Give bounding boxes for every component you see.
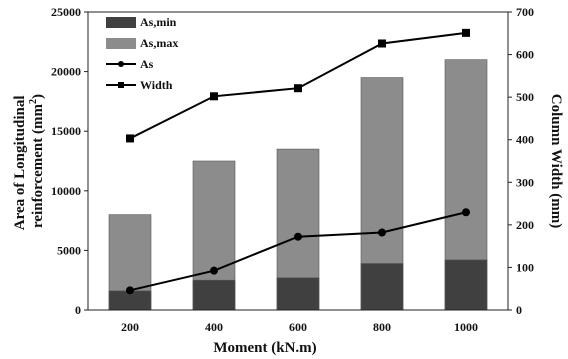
x-axis-title: Moment (kN.m): [213, 340, 316, 356]
point-width-1000: [462, 28, 470, 37]
right-tick-400: 400: [516, 133, 534, 147]
right-axis-title: Column Width (mm): [548, 94, 564, 228]
legend-label-as-min: As,min: [140, 15, 177, 29]
axes: [87, 11, 509, 311]
left-tick-15000: 15000: [51, 124, 81, 138]
point-as-600: [294, 232, 302, 241]
left-axis-title-superscript: 2: [28, 99, 39, 104]
point-as-200: [126, 286, 134, 295]
legend-marker-width: [118, 82, 124, 88]
left-axis-title-line1: Area of Longitudinal: [12, 96, 28, 231]
right-tick-labels: 0 100 200 300 400 500 600 700: [508, 5, 534, 317]
bar-layer: [108, 59, 488, 311]
legend-label-as-max: As,max: [140, 36, 178, 50]
point-width-400: [210, 92, 218, 101]
left-tick-labels: 0 5000 10000 15000 20000 25000: [51, 5, 88, 317]
right-tick-600: 600: [516, 48, 534, 62]
left-tick-10000: 10000: [51, 184, 81, 198]
right-tick-100: 100: [516, 260, 534, 274]
x-tick-1000: 1000: [454, 320, 478, 334]
point-width-600: [294, 84, 302, 93]
legend-marker-as: [118, 61, 124, 67]
right-tick-0: 0: [516, 303, 522, 317]
bar-as-min-400: [192, 279, 236, 311]
legend-swatch-as-max: [106, 38, 136, 49]
bar-as-min-800: [360, 263, 404, 311]
x-tick-labels: 200 400 600 800 1000: [121, 320, 478, 334]
bar-as-min-600: [276, 277, 320, 311]
legend-swatch-as-min: [106, 17, 136, 28]
right-tick-500: 500: [516, 90, 534, 104]
point-as-1000: [462, 208, 470, 217]
left-tick-0: 0: [75, 303, 81, 317]
left-tick-5000: 5000: [57, 243, 81, 257]
line-layer: [126, 28, 470, 295]
point-width-800: [378, 39, 386, 48]
x-tick-800: 800: [373, 320, 391, 334]
legend-label-width: Width: [140, 78, 173, 92]
legend: As,min As,max As Width: [106, 15, 178, 92]
left-tick-20000: 20000: [51, 65, 81, 79]
point-as-400: [210, 266, 218, 275]
x-tick-600: 600: [289, 320, 307, 334]
left-axis-title-close: ): [30, 94, 46, 99]
x-tick-400: 400: [205, 320, 223, 334]
left-axis-title-line2: reinforcement (mm: [30, 104, 46, 228]
left-axis-title: Area of Longitudinal reinforcement (mm2): [12, 92, 46, 231]
right-tick-300: 300: [516, 175, 534, 189]
left-tick-25000: 25000: [51, 5, 81, 19]
point-as-800: [378, 228, 386, 237]
point-width-200: [126, 134, 134, 143]
right-tick-700: 700: [516, 5, 534, 19]
bar-as-min-1000: [444, 259, 488, 311]
x-tick-200: 200: [121, 320, 139, 334]
right-tick-200: 200: [516, 218, 534, 232]
legend-label-as: As: [140, 57, 154, 71]
